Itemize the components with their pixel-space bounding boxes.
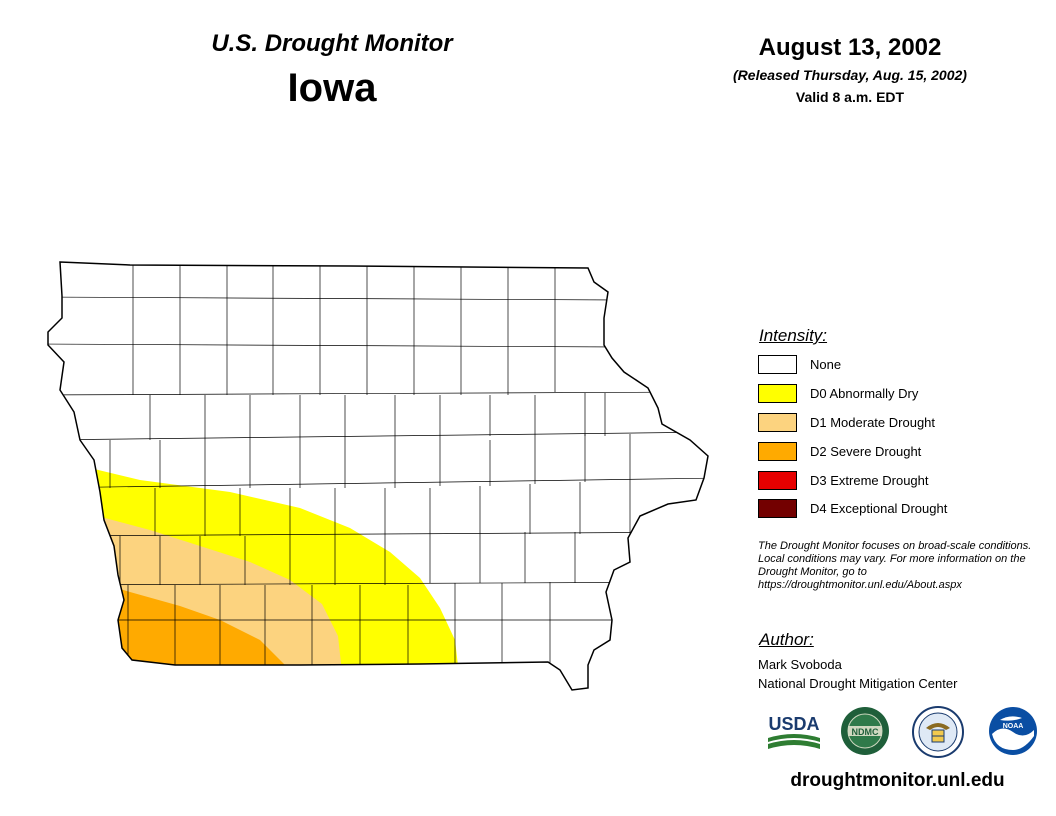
iowa-outline <box>47 261 709 691</box>
state-title: Iowa <box>287 66 377 110</box>
disclaimer-note: The Drought Monitor focuses on broad-sca… <box>758 540 1032 591</box>
legend-swatch-none <box>758 355 797 374</box>
legend-label: D4 Exceptional Drought <box>810 501 948 516</box>
legend-label: D1 Moderate Drought <box>810 415 936 430</box>
legend-label: D2 Severe Drought <box>810 444 922 459</box>
website-url[interactable]: droughtmonitor.unl.edu <box>790 770 1005 791</box>
legend-swatch-d2 <box>758 442 797 461</box>
monitor-title: U.S. Drought Monitor <box>211 30 453 57</box>
legend-swatch-d1 <box>758 413 797 432</box>
map-date: August 13, 2002 <box>758 34 942 61</box>
valid-time: Valid 8 a.m. EDT <box>795 89 905 105</box>
noaa-logo-icon: NOAA <box>989 707 1037 755</box>
commerce-seal-icon <box>912 706 964 758</box>
usda-logo-icon: USDA <box>768 714 820 749</box>
county-lines <box>48 262 708 665</box>
legend-label: D0 Abnormally Dry <box>810 386 919 401</box>
iowa-drought-map <box>47 261 709 691</box>
legend-label: None <box>810 357 842 372</box>
usda-logo-text: USDA <box>768 714 819 734</box>
legend-swatch-d4 <box>758 499 797 518</box>
ndmc-logo-text: NDMC <box>852 727 879 737</box>
noaa-logo-text: NOAA <box>1003 723 1024 730</box>
legend-swatch-d0 <box>758 384 797 403</box>
ndmc-logo-icon: NDMC <box>841 707 889 755</box>
release-date: (Released Thursday, Aug. 15, 2002) <box>733 67 967 83</box>
author-title: Author: <box>759 630 814 649</box>
legend-title: Intensity: <box>759 326 828 345</box>
legend-label: D3 Extreme Drought <box>810 473 929 488</box>
legend-swatch-d3 <box>758 471 797 490</box>
author-org: National Drought Mitigation Center <box>758 676 958 691</box>
author-name: Mark Svoboda <box>758 657 842 672</box>
